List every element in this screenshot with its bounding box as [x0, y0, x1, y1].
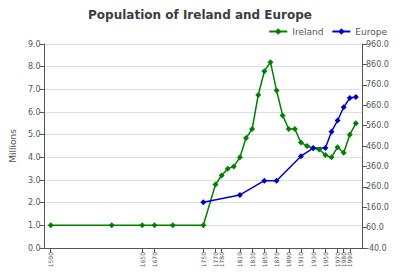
svg-text:1970: 1970: [334, 252, 342, 268]
svg-text:7.0: 7.0: [28, 85, 41, 94]
svg-text:360.0: 360.0: [366, 162, 389, 171]
svg-text:860.0: 860.0: [366, 60, 389, 69]
svg-text:5.0: 5.0: [28, 130, 41, 139]
svg-text:1830: 1830: [249, 252, 256, 267]
svg-text:460.0: 460.0: [366, 142, 389, 151]
svg-text:560.0: 560.0: [366, 121, 389, 130]
svg-text:1.0: 1.0: [28, 221, 41, 230]
svg-text:Ireland: Ireland: [292, 27, 323, 37]
svg-text:Population of Ireland and Euro: Population of Ireland and Europe: [88, 8, 312, 22]
svg-text:1650: 1650: [139, 252, 146, 267]
svg-text:Europe: Europe: [355, 27, 387, 37]
svg-text:760.0: 760.0: [366, 80, 389, 89]
svg-text:0.0: 0.0: [28, 244, 41, 253]
svg-text:-40.0: -40.0: [366, 244, 387, 253]
svg-text:1770: 1770: [212, 252, 219, 268]
svg-text:1810: 1810: [236, 252, 243, 267]
svg-text:1670: 1670: [151, 252, 158, 267]
svg-text:1950: 1950: [322, 252, 329, 267]
svg-text:1980: 1980: [340, 252, 348, 268]
svg-text:1910: 1910: [297, 252, 304, 267]
svg-text:60.0: 60.0: [366, 223, 384, 232]
svg-text:6.0: 6.0: [28, 108, 41, 117]
svg-text:1780: 1780: [218, 252, 225, 267]
svg-text:660.0: 660.0: [366, 101, 389, 110]
svg-text:Millions: Millions: [8, 129, 18, 163]
svg-text:8.0: 8.0: [28, 62, 41, 71]
svg-text:1850: 1850: [261, 252, 268, 267]
svg-text:1870: 1870: [273, 252, 280, 267]
svg-text:3.0: 3.0: [28, 176, 41, 185]
svg-text:9.0: 9.0: [28, 40, 41, 49]
svg-text:1930: 1930: [310, 252, 317, 267]
svg-text:160.0: 160.0: [366, 203, 389, 212]
svg-text:260.0: 260.0: [366, 182, 389, 191]
svg-text:960.0: 960.0: [366, 40, 389, 49]
svg-text:1750: 1750: [200, 252, 207, 267]
svg-text:1890: 1890: [285, 252, 292, 267]
svg-text:1990: 1990: [346, 252, 353, 267]
svg-text:2.0: 2.0: [28, 198, 41, 207]
svg-text:1500: 1500: [47, 252, 54, 267]
svg-text:4.0: 4.0: [28, 153, 41, 162]
